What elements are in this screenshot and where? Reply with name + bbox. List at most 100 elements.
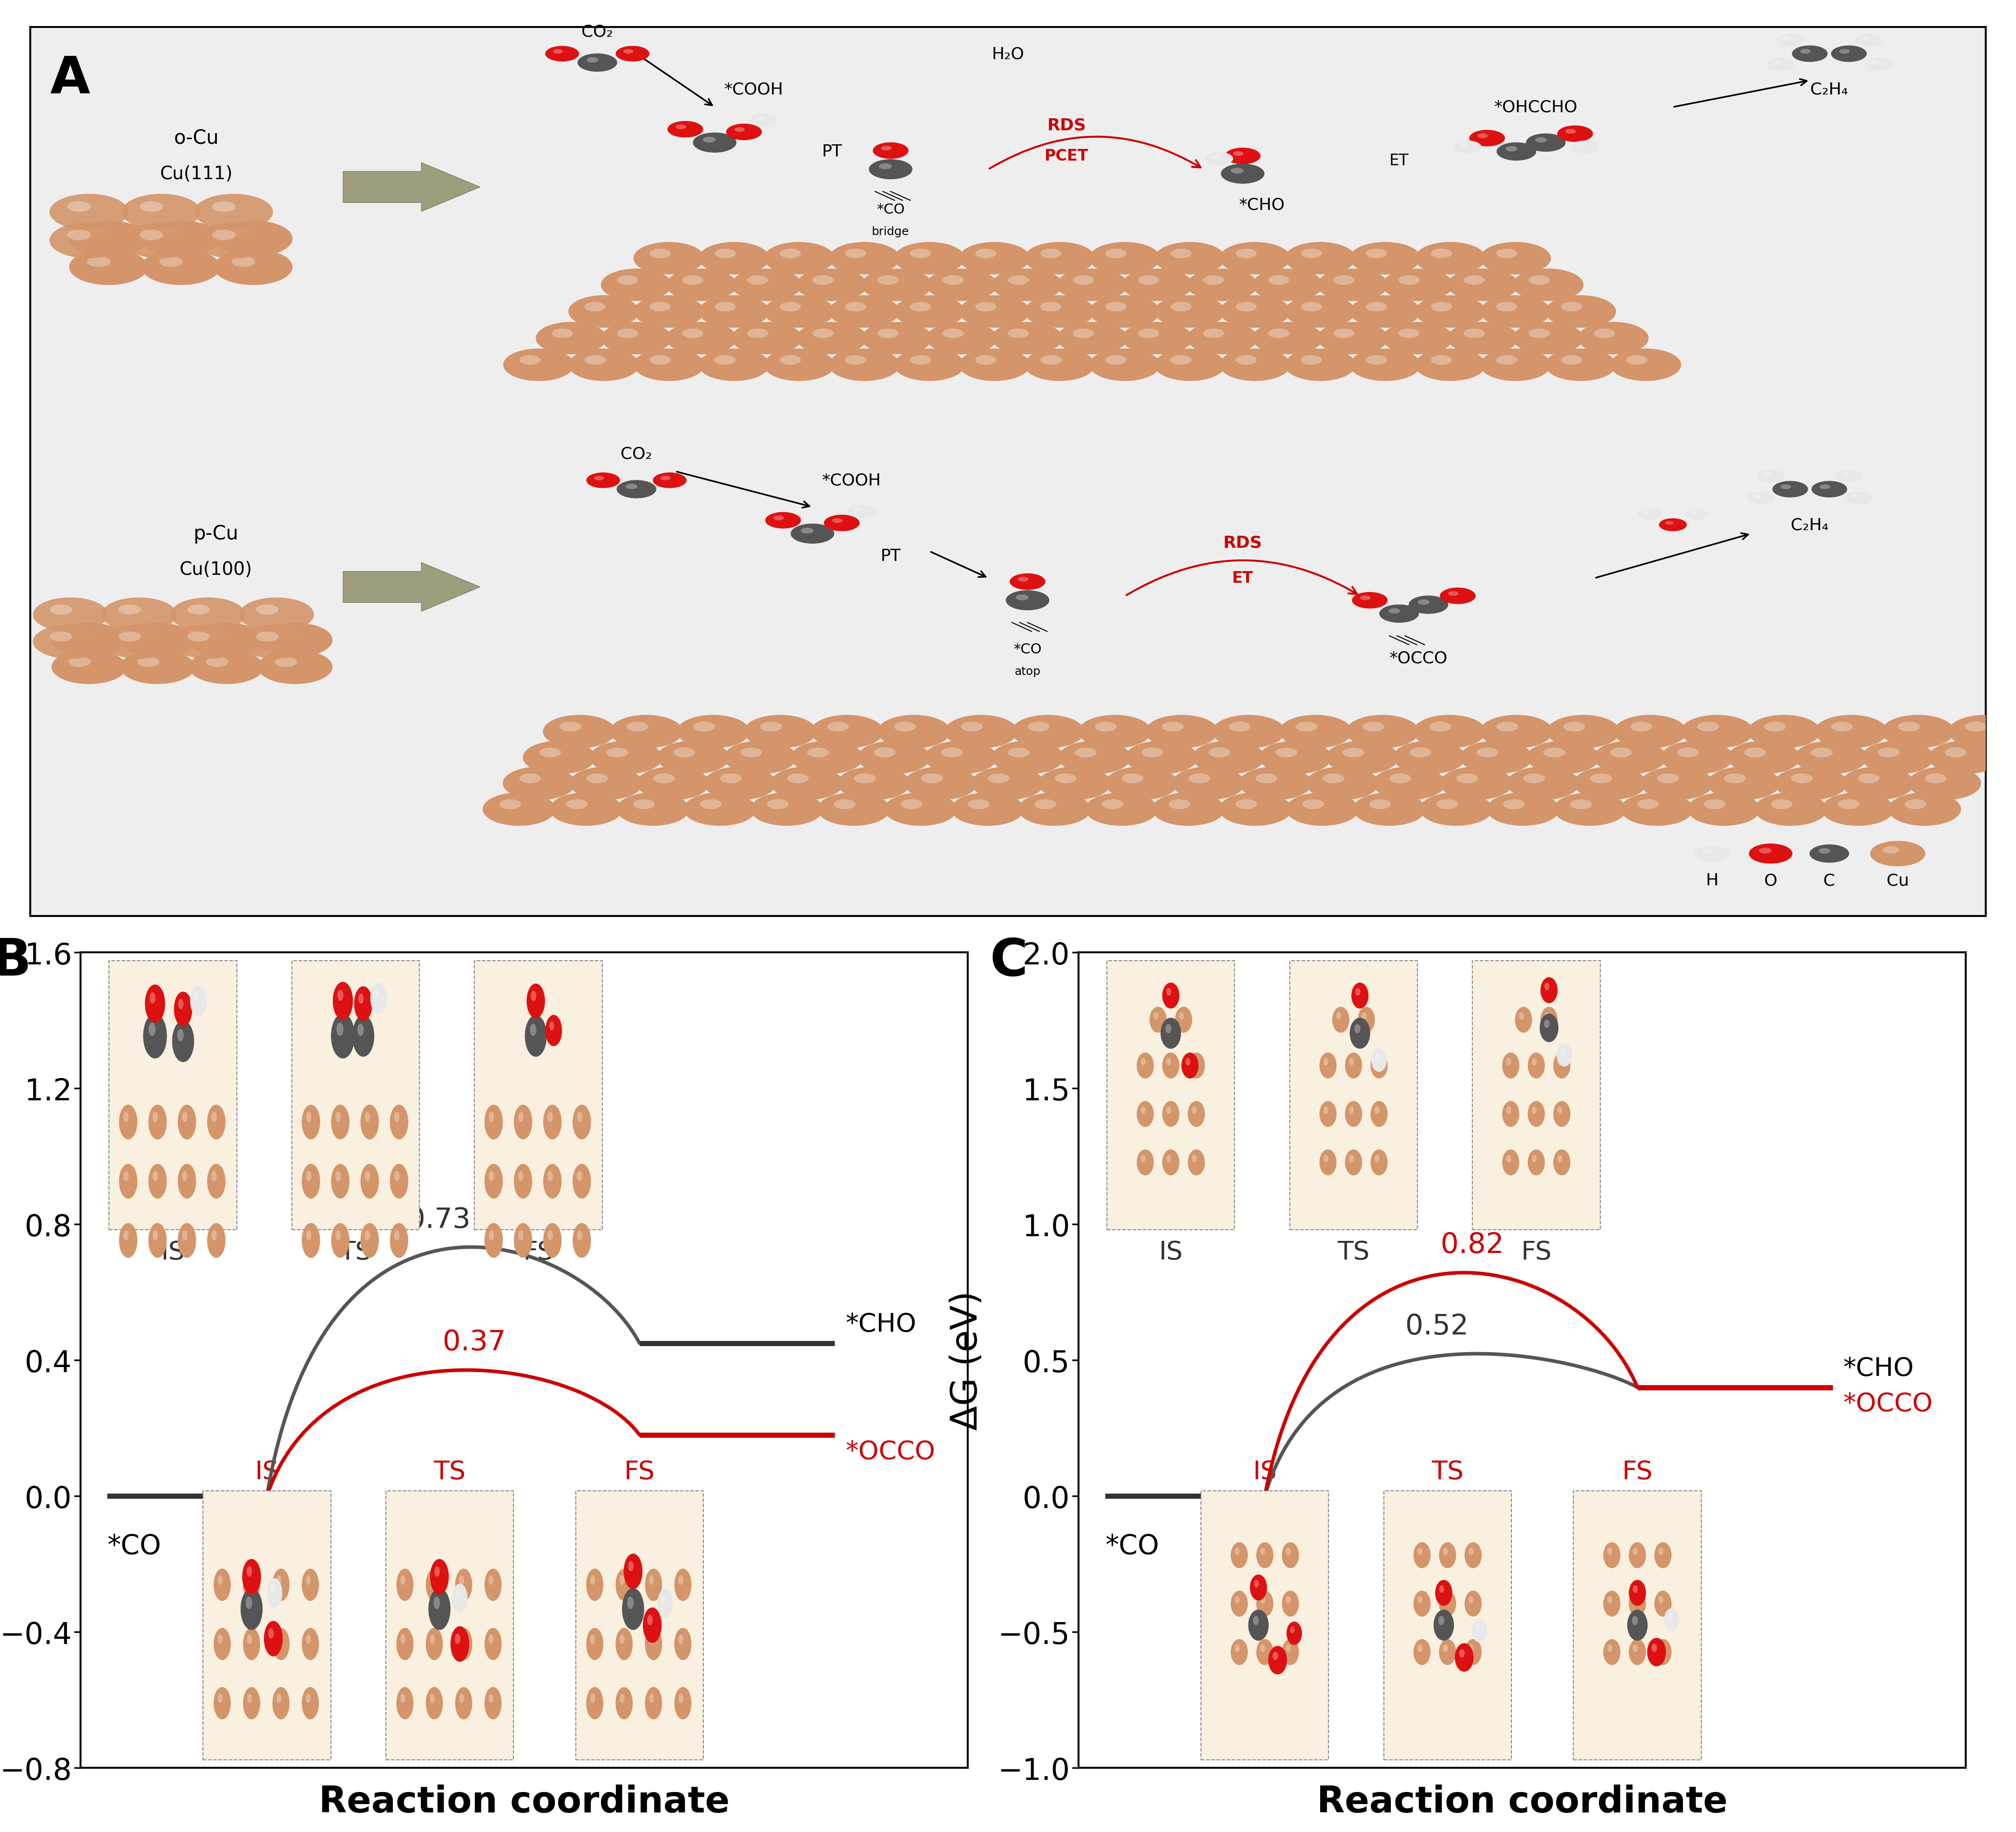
Text: CO₂: CO₂ — [621, 445, 653, 462]
Circle shape — [952, 793, 1024, 826]
Circle shape — [395, 1171, 399, 1182]
Circle shape — [617, 480, 655, 498]
Circle shape — [456, 1590, 460, 1598]
Bar — [109, 960, 236, 1229]
Circle shape — [359, 993, 363, 1004]
Circle shape — [306, 1634, 310, 1643]
Circle shape — [337, 1022, 343, 1037]
Circle shape — [544, 1165, 560, 1198]
Circle shape — [1772, 482, 1808, 498]
Circle shape — [700, 799, 722, 810]
Circle shape — [825, 515, 859, 531]
Circle shape — [881, 147, 891, 150]
Circle shape — [1629, 1640, 1645, 1665]
Bar — [577, 1491, 704, 1761]
Circle shape — [1546, 714, 1619, 747]
Circle shape — [1024, 242, 1095, 275]
Circle shape — [1149, 1008, 1167, 1033]
Circle shape — [1480, 350, 1550, 381]
Circle shape — [1512, 322, 1583, 354]
Circle shape — [1641, 768, 1714, 801]
Circle shape — [429, 1588, 450, 1630]
Circle shape — [1633, 1645, 1637, 1652]
Circle shape — [748, 275, 768, 286]
Circle shape — [1439, 768, 1512, 801]
Text: C: C — [1822, 872, 1835, 889]
Circle shape — [744, 714, 816, 747]
Circle shape — [1841, 473, 1849, 476]
Circle shape — [1351, 350, 1421, 381]
Circle shape — [1058, 742, 1131, 775]
Circle shape — [1272, 1652, 1278, 1660]
Circle shape — [1659, 1596, 1663, 1603]
Circle shape — [1105, 768, 1177, 801]
Circle shape — [214, 1568, 230, 1601]
Circle shape — [1179, 1013, 1183, 1020]
Text: *CHO: *CHO — [1240, 198, 1286, 213]
Circle shape — [1141, 1154, 1145, 1163]
Circle shape — [1651, 1643, 1657, 1652]
Circle shape — [1137, 1053, 1153, 1079]
Circle shape — [212, 1231, 218, 1240]
Circle shape — [1363, 722, 1385, 731]
Circle shape — [585, 302, 605, 311]
Circle shape — [1570, 141, 1599, 154]
Circle shape — [357, 1024, 363, 1037]
Circle shape — [845, 302, 867, 311]
Circle shape — [488, 1171, 494, 1182]
Circle shape — [1766, 59, 1794, 71]
Circle shape — [694, 134, 736, 152]
Circle shape — [812, 275, 833, 286]
Circle shape — [1256, 1590, 1274, 1616]
Circle shape — [1367, 302, 1387, 311]
Circle shape — [1528, 1053, 1544, 1079]
Circle shape — [748, 330, 768, 339]
Circle shape — [681, 275, 704, 286]
Circle shape — [1056, 269, 1127, 300]
Circle shape — [1419, 793, 1492, 826]
Circle shape — [766, 513, 800, 529]
Circle shape — [214, 1687, 230, 1718]
Circle shape — [302, 1568, 319, 1601]
Circle shape — [855, 773, 875, 784]
Circle shape — [740, 747, 762, 758]
Circle shape — [244, 1629, 260, 1660]
Circle shape — [177, 1030, 183, 1042]
Circle shape — [1375, 1053, 1379, 1061]
Circle shape — [1770, 799, 1792, 810]
Circle shape — [50, 224, 129, 258]
Circle shape — [1327, 742, 1399, 775]
Circle shape — [194, 194, 272, 231]
Circle shape — [306, 1112, 310, 1123]
Circle shape — [218, 1695, 222, 1704]
Circle shape — [1439, 1543, 1456, 1568]
Circle shape — [879, 163, 891, 170]
Circle shape — [1375, 1107, 1379, 1114]
Circle shape — [121, 650, 196, 683]
Circle shape — [1252, 322, 1322, 354]
Text: 0.82: 0.82 — [1441, 1231, 1504, 1259]
Circle shape — [1460, 143, 1468, 147]
Circle shape — [194, 991, 200, 1000]
Circle shape — [1163, 984, 1179, 1008]
Circle shape — [675, 1687, 691, 1718]
Circle shape — [1577, 143, 1585, 147]
Circle shape — [32, 625, 107, 660]
Circle shape — [1024, 295, 1095, 328]
Circle shape — [633, 295, 704, 328]
Circle shape — [546, 1015, 562, 1046]
Circle shape — [208, 1224, 226, 1259]
Circle shape — [32, 597, 107, 632]
Circle shape — [665, 322, 736, 354]
Circle shape — [429, 1634, 435, 1643]
Circle shape — [1544, 982, 1550, 991]
Circle shape — [1085, 793, 1157, 826]
Circle shape — [153, 1231, 157, 1240]
Text: *COOH: *COOH — [823, 473, 881, 489]
Circle shape — [909, 249, 931, 258]
Circle shape — [276, 1576, 282, 1585]
Circle shape — [1163, 1150, 1179, 1176]
Circle shape — [520, 355, 540, 365]
Circle shape — [452, 1585, 468, 1612]
Circle shape — [401, 1695, 405, 1704]
